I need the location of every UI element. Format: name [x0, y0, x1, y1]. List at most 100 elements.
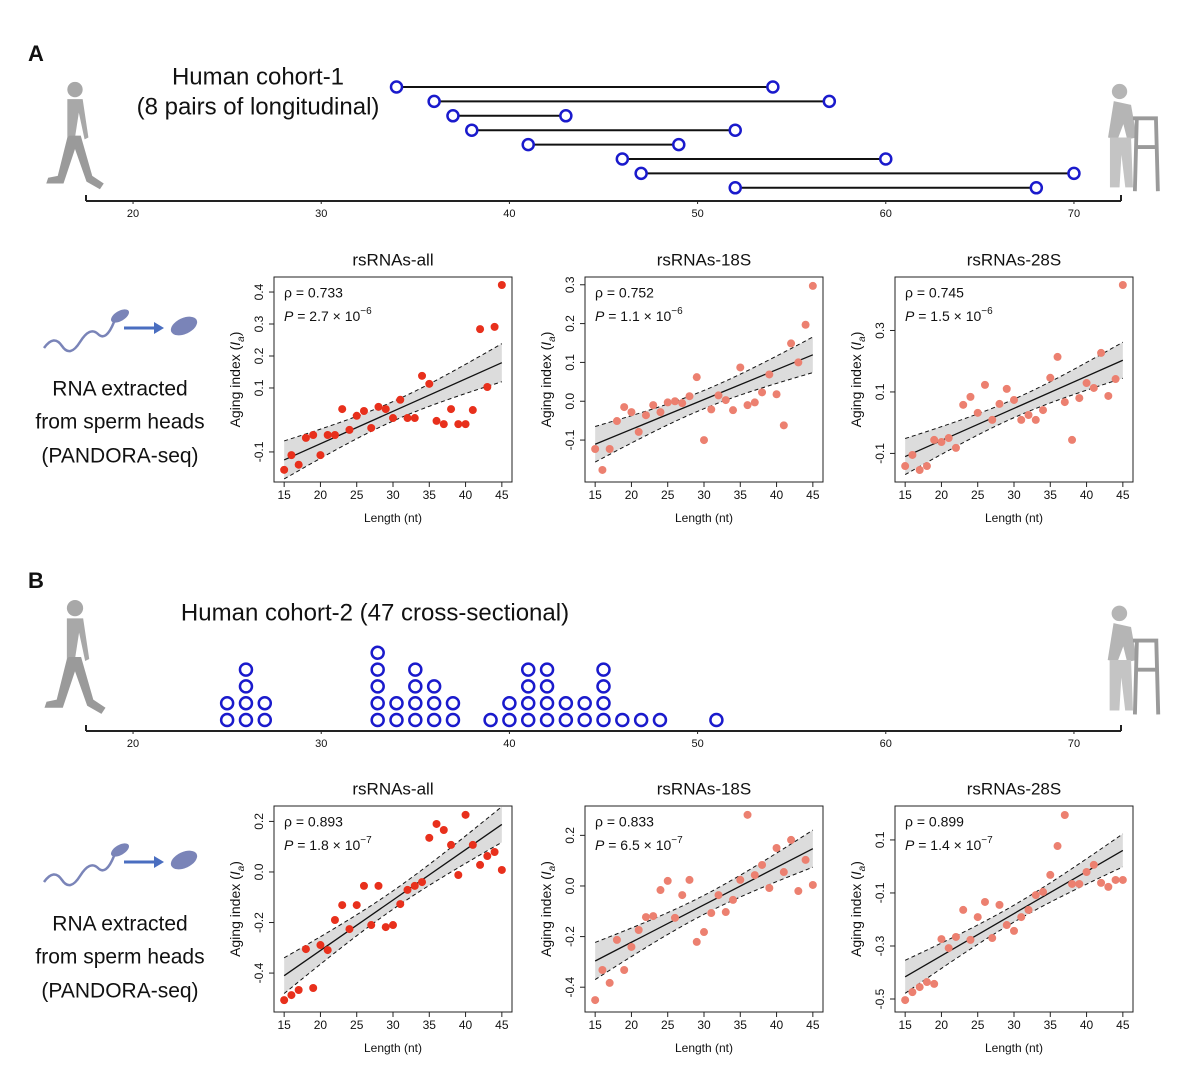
- x-tick-label: 30: [315, 208, 327, 220]
- x-axis-label: Length (nt): [985, 1041, 1043, 1055]
- y-label-sub: a: [857, 336, 868, 342]
- subject-dot: [539, 695, 555, 711]
- cohort-title: Human cohort-2 (47 cross-sectional): [181, 599, 569, 626]
- point: [1060, 398, 1069, 407]
- point: [287, 991, 296, 1000]
- ci-upper: [905, 341, 1124, 440]
- x-tick-label: 45: [495, 1018, 509, 1032]
- point: [808, 281, 817, 290]
- subject-dot: [257, 695, 273, 711]
- y-tick-label: 0.1: [252, 379, 266, 396]
- subject-dot: [520, 712, 536, 728]
- subject-dot: [445, 712, 461, 728]
- p-exponent: −7: [671, 835, 683, 846]
- x-tick-label: 35: [423, 1018, 437, 1032]
- y-tick-label: 0.3: [563, 276, 577, 293]
- point: [678, 891, 687, 900]
- x-tick-label: 20: [625, 1018, 639, 1032]
- subject-dot: [426, 712, 442, 728]
- y-tick-label: 0.2: [252, 813, 266, 830]
- x-tick-label: 35: [1044, 488, 1058, 502]
- x-tick-label: 20: [127, 208, 139, 220]
- x-tick-label: 25: [971, 488, 985, 502]
- sperm-icon: [42, 839, 200, 887]
- point: [966, 935, 975, 944]
- point: [418, 371, 427, 380]
- point: [605, 978, 614, 987]
- p-annotation: P = 2.7 × 10−6: [284, 306, 372, 324]
- point: [352, 901, 361, 910]
- point: [930, 435, 939, 444]
- subject-dot: [389, 712, 404, 728]
- point: [692, 937, 701, 946]
- point: [612, 935, 621, 944]
- point: [988, 934, 997, 943]
- rho-annotation: ρ = 0.893: [284, 814, 343, 830]
- y-tick-label: -0.3: [873, 935, 887, 956]
- point: [787, 835, 796, 844]
- point: [381, 405, 390, 414]
- point: [721, 908, 730, 917]
- subject-dot: [502, 695, 517, 711]
- point: [801, 320, 810, 329]
- x-axis-label: Length (nt): [675, 1041, 733, 1055]
- point: [692, 373, 701, 382]
- fit-line: [594, 848, 814, 962]
- point: [656, 408, 665, 417]
- point: [750, 398, 759, 407]
- p-value: = 2.7 × 10: [293, 308, 360, 324]
- point: [287, 451, 296, 460]
- rho-annotation: ρ = 0.745: [905, 285, 964, 301]
- subject-dot: [370, 645, 385, 661]
- y-tick-label: 0.1: [873, 831, 887, 848]
- point: [908, 988, 917, 997]
- x-tick-label: 50: [691, 208, 703, 220]
- point: [641, 913, 650, 922]
- y-tick-label: -0.1: [873, 443, 887, 464]
- x-tick-label: 20: [127, 738, 139, 750]
- point: [620, 965, 629, 974]
- ci-lower: [594, 866, 814, 980]
- x-tick-label: 15: [277, 488, 291, 502]
- subject-dot: [539, 679, 555, 694]
- end-point: [1029, 181, 1044, 195]
- y-label-text: ): [848, 332, 864, 337]
- side-text: from sperm heads: [35, 946, 204, 969]
- point: [901, 996, 910, 1005]
- point: [743, 810, 752, 819]
- y-tick-label: 0.0: [563, 877, 577, 894]
- point: [714, 891, 723, 900]
- y-tick-label: 0.0: [563, 393, 577, 410]
- point: [743, 401, 752, 410]
- ci-lower: [283, 841, 503, 994]
- point: [794, 887, 803, 896]
- x-tick-label: 20: [935, 1018, 949, 1032]
- point: [461, 420, 470, 429]
- y-label-var: I: [227, 871, 243, 875]
- point: [374, 402, 383, 411]
- point: [352, 411, 361, 420]
- point: [915, 983, 924, 992]
- x-tick-label: 20: [314, 1018, 328, 1032]
- point: [765, 370, 774, 379]
- x-tick-label: 15: [898, 488, 912, 502]
- point: [403, 414, 412, 423]
- chart-title: rsRNAs-18S: [657, 250, 751, 269]
- point: [432, 416, 441, 425]
- ci-lower: [904, 377, 1123, 476]
- rho-annotation: ρ = 0.733: [284, 285, 343, 301]
- subject-dot: [238, 712, 254, 728]
- y-label-text: Aging index (: [538, 875, 554, 957]
- point: [627, 942, 636, 951]
- point: [381, 923, 390, 932]
- p-symbol: P: [284, 837, 294, 853]
- point: [944, 944, 953, 953]
- point: [641, 411, 650, 420]
- x-tick-label: 25: [661, 488, 675, 502]
- point: [439, 420, 448, 429]
- x-tick-label: 20: [625, 488, 639, 502]
- x-axis-label: Length (nt): [985, 511, 1043, 525]
- subject-dot: [219, 695, 235, 711]
- start-point: [465, 123, 479, 137]
